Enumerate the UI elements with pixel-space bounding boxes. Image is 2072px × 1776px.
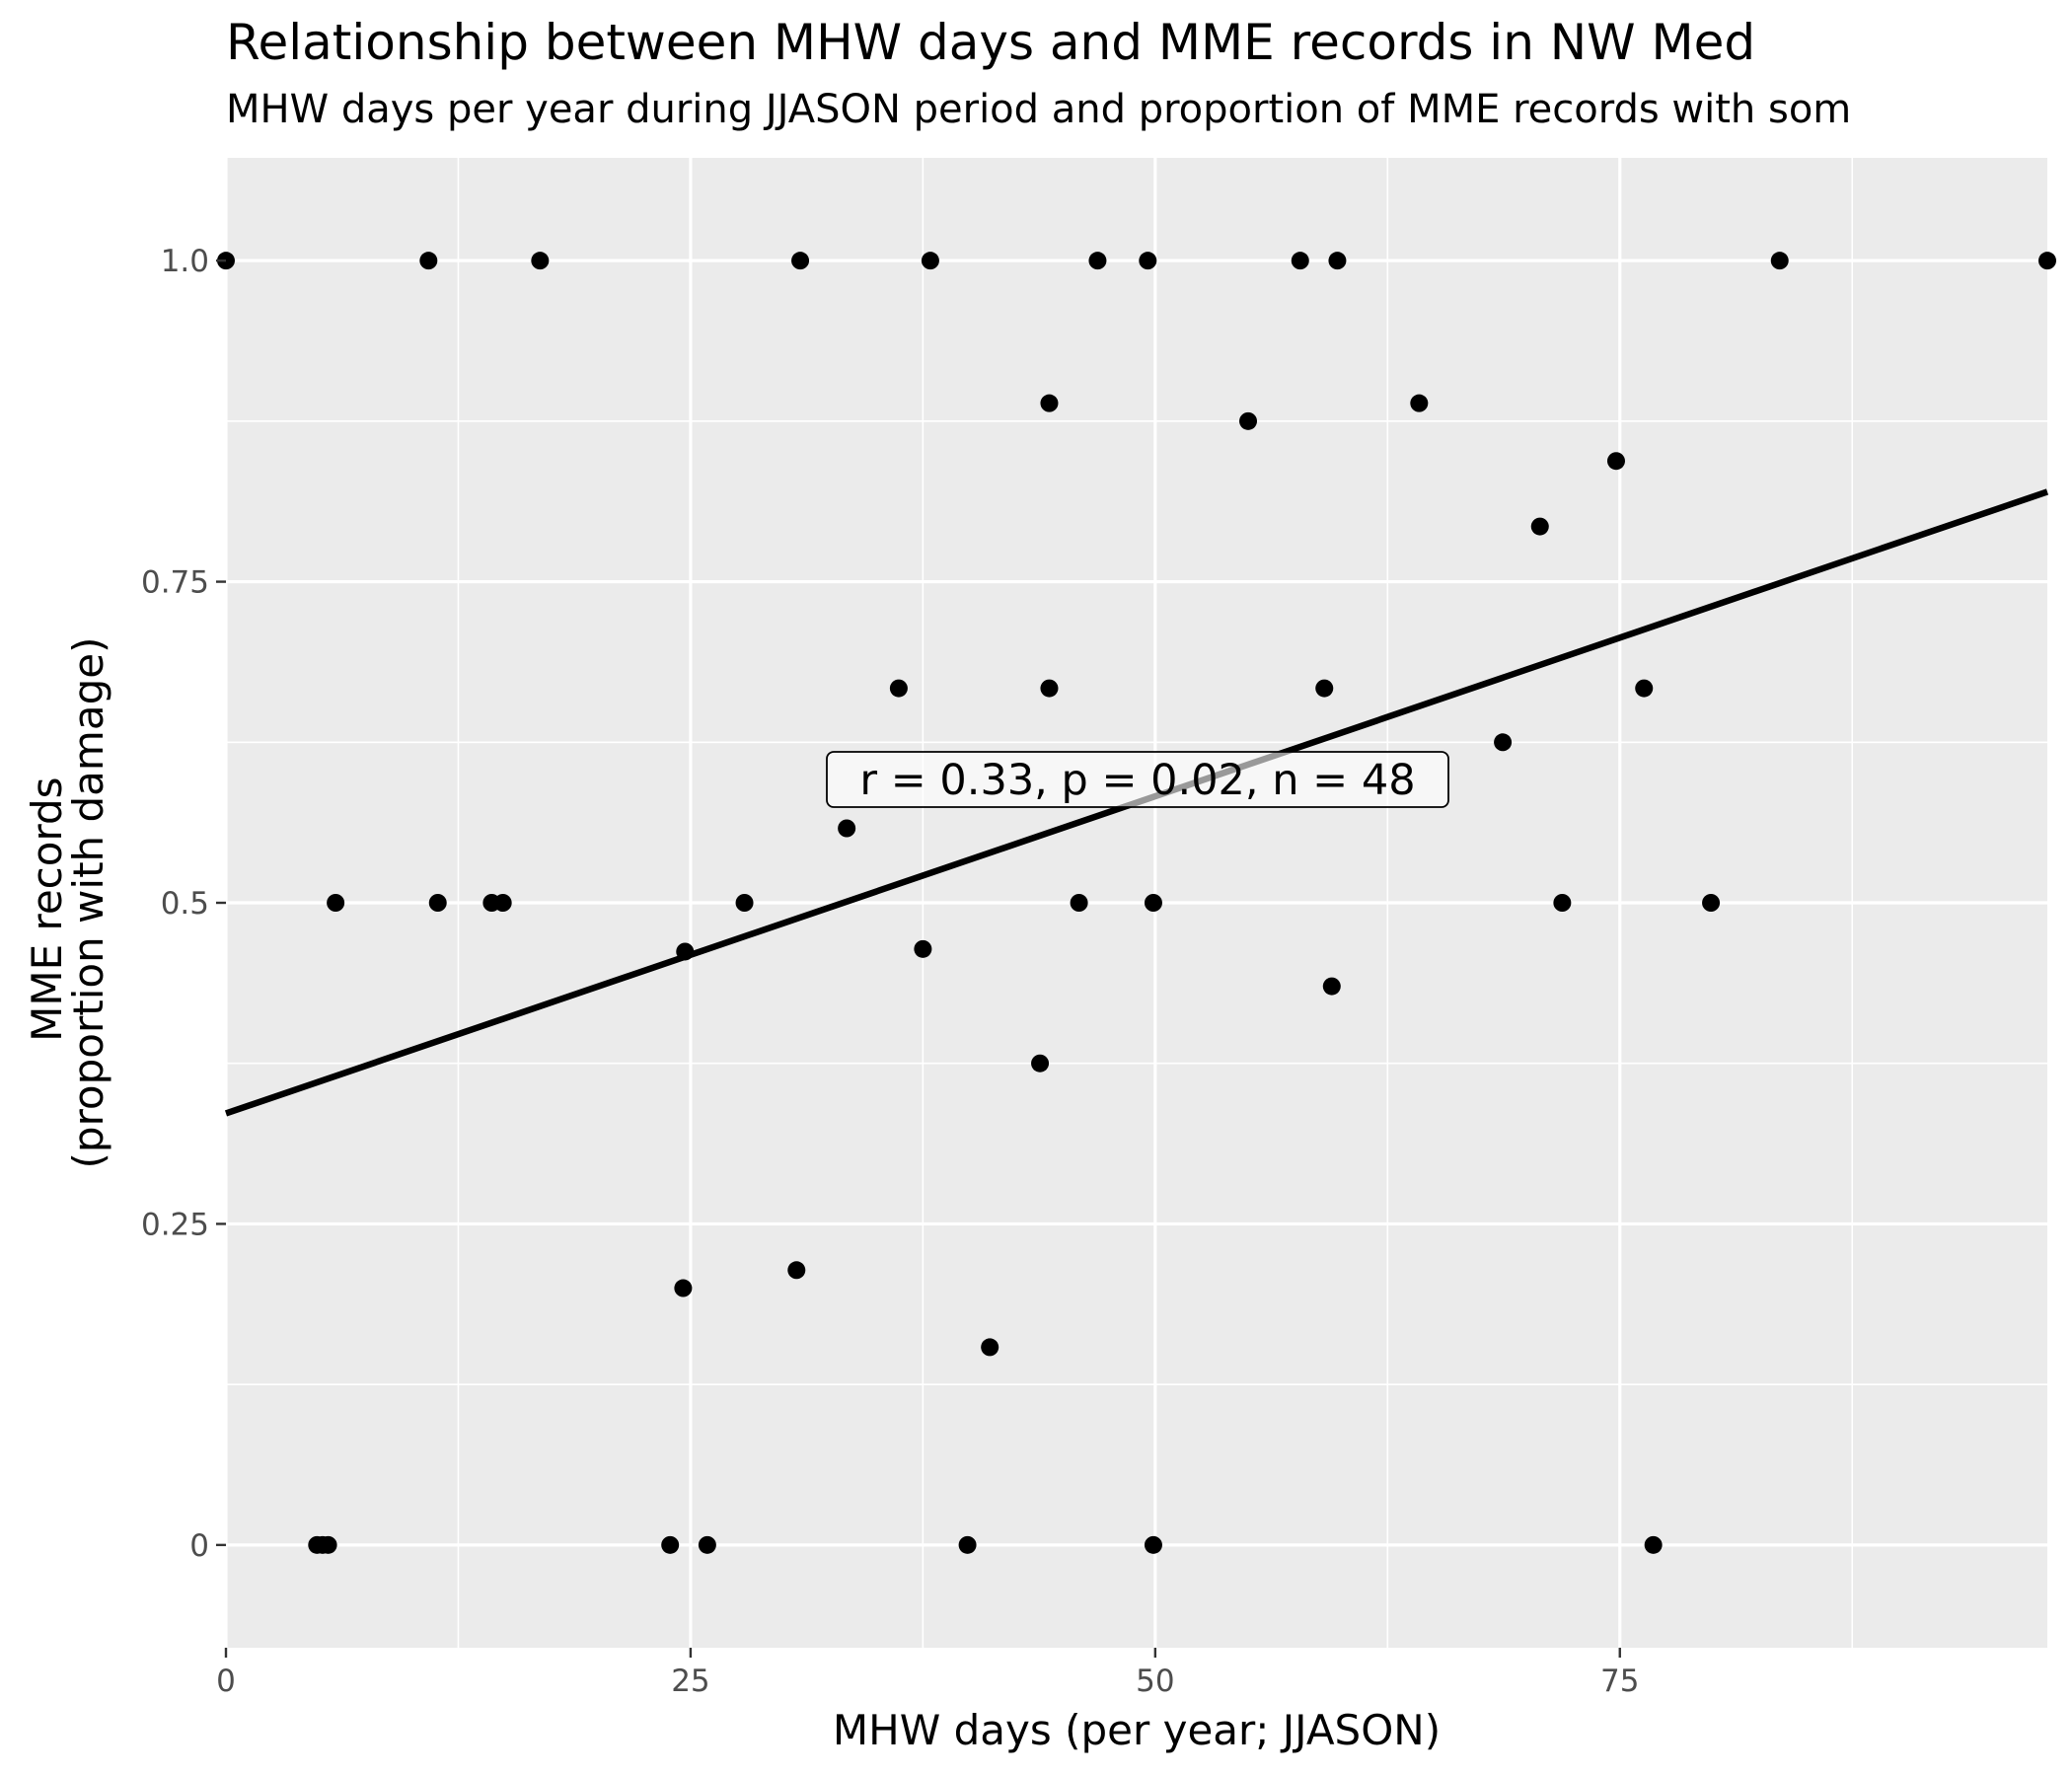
x-axis-title: MHW days (per year; JJASON) [833, 1706, 1441, 1754]
data-point [1770, 252, 1789, 270]
data-point [1315, 679, 1334, 698]
y-tick-label: 0 [189, 1528, 209, 1564]
data-point [958, 1535, 977, 1554]
data-point [1328, 252, 1347, 270]
data-point [914, 939, 932, 958]
data-point [1553, 894, 1572, 912]
chart-subtitle: MHW days per year during JJASON period a… [226, 87, 1852, 132]
data-point [1144, 1535, 1162, 1554]
data-point [735, 894, 754, 912]
data-point [674, 1279, 693, 1297]
data-point [698, 1535, 716, 1554]
data-point [1291, 252, 1309, 270]
y-axis: 0 0.25 0.5 0.75 1.0 [141, 244, 226, 1564]
data-point [889, 679, 908, 698]
annotation-box [826, 751, 1449, 808]
y-tick-label: 0.5 [161, 886, 209, 922]
data-point [1139, 252, 1157, 270]
data-point [1410, 394, 1429, 412]
data-point [327, 894, 345, 912]
data-point [531, 252, 550, 270]
x-tick-label: 0 [216, 1664, 236, 1699]
y-axis-title-line-1: MME records [23, 777, 71, 1041]
data-point [419, 252, 438, 270]
y-tick-label: 0.25 [141, 1207, 209, 1242]
chart-title: Relationship between MHW days and MME re… [226, 14, 1756, 71]
data-point [981, 1338, 999, 1357]
data-point [1635, 679, 1654, 698]
x-tick-label: 50 [1136, 1664, 1174, 1699]
data-point [1702, 894, 1721, 912]
data-point [1070, 894, 1088, 912]
data-point [1031, 1054, 1050, 1073]
y-tick-label: 1.0 [161, 244, 209, 279]
data-point [428, 894, 447, 912]
points-layer [217, 252, 2056, 1554]
data-point [1040, 679, 1059, 698]
data-point [661, 1535, 680, 1554]
annotation-layer: r = 0.33, p = 0.02, n = 48 [826, 751, 1449, 808]
y-axis-title: MME records (proportion with damage) [23, 637, 112, 1169]
data-point [1144, 894, 1162, 912]
data-point [493, 894, 512, 912]
data-point [1530, 517, 1549, 536]
data-point [838, 819, 856, 838]
data-point [787, 1261, 806, 1280]
x-axis: 0 25 50 75 [216, 1648, 1639, 1699]
data-point [319, 1535, 337, 1554]
data-point [1040, 394, 1059, 412]
data-point [676, 942, 695, 961]
x-tick-label: 75 [1600, 1664, 1639, 1699]
data-point [1494, 733, 1513, 752]
correlation-annotation: r = 0.33, p = 0.02, n = 48 [859, 756, 1415, 805]
y-axis-title-line-2: (proportion with damage) [64, 637, 112, 1169]
x-tick-label: 25 [671, 1664, 709, 1699]
data-point [921, 252, 939, 270]
y-tick-label: 0.75 [141, 565, 209, 601]
data-point [1088, 252, 1107, 270]
data-point [1644, 1535, 1663, 1554]
data-point [1239, 411, 1258, 430]
data-point [2038, 252, 2056, 270]
data-point [791, 252, 810, 270]
data-point [1606, 452, 1625, 471]
data-point [1322, 977, 1341, 996]
